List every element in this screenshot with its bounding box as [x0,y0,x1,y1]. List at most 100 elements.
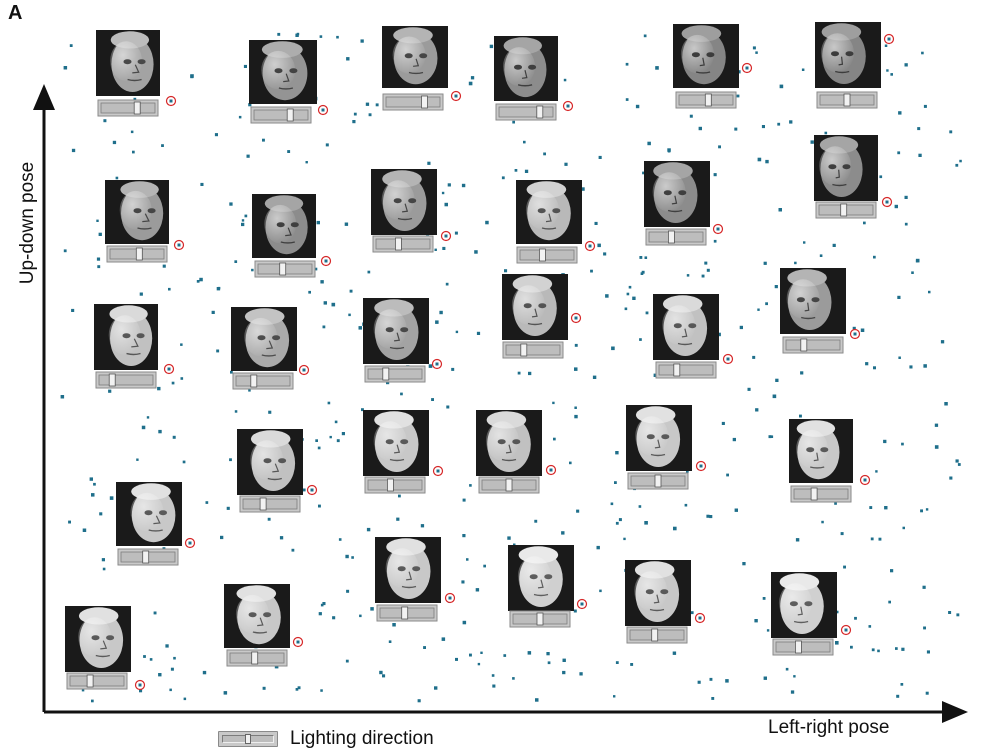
scatter-point [763,676,767,680]
nose-shape [537,579,544,589]
face-thumbnail [363,298,443,383]
nose-shape [142,213,150,223]
scatter-point [902,526,905,530]
scatter-point [229,458,232,462]
scatter-point [625,62,629,66]
scatter-point [904,222,908,226]
slider-thumb [142,550,150,564]
scatter-point [102,567,106,571]
scatter-point [379,670,383,675]
scatter-point [709,515,713,519]
mouth-shape [127,78,142,82]
lighting-slider-icon [478,476,540,494]
scatter-point [302,488,306,492]
mouth-shape [835,70,850,74]
lighting-slider-icon [106,245,168,263]
face-thumbnails-layer [65,22,895,691]
scatter-point [870,537,874,541]
lighting-slider-icon [97,99,159,117]
scatter-point [427,161,431,165]
nose-shape [521,70,528,79]
nose-shape [283,73,290,83]
scatter-point [146,416,150,419]
scatter-point [647,141,651,146]
scatter-point [894,204,898,209]
scatter-point [613,695,616,698]
face-thumbnail [252,194,332,278]
face-thumbnail [237,429,318,513]
scatter-point [349,289,353,293]
scatter-point [900,683,904,686]
scatter-point [574,406,577,409]
scatter-point [316,220,320,225]
face-thumbnail [94,304,175,389]
scatter-point [706,268,710,272]
scatter-point [868,625,872,628]
scatter-point [320,603,324,607]
scatter-point [491,674,495,677]
scatter-point [799,414,802,418]
face-thumbnail [96,30,177,117]
scatter-point [251,268,254,272]
eye-shape [400,327,409,333]
eye-shape [263,612,272,618]
scatter-point [287,150,291,153]
scatter-point [341,432,345,436]
scatter-point [139,292,143,296]
lighting-slider-icon [95,371,157,389]
slider-thumb [286,108,294,122]
face-thumbnail [780,268,861,354]
mouth-shape [533,593,549,597]
scatter-point [592,375,597,379]
scatter-point [777,122,781,126]
mouth-shape [389,458,405,462]
scatter-point [800,371,804,375]
eye-shape [400,439,409,445]
eye-shape [144,510,153,516]
scatter-point [642,171,645,175]
scatter-point [610,502,614,506]
scatter-point [957,463,961,466]
scatter-point [445,282,449,286]
eye-shape [538,303,547,309]
nose-shape [653,594,660,604]
scatter-point [68,520,71,524]
face-thumbnail [644,161,724,246]
scatter-point [552,401,555,405]
eye-shape [159,510,167,516]
slider-thumb [810,487,818,501]
scatter-point [161,144,164,147]
mouth-shape [278,87,294,90]
lighting-slider-icon [382,93,444,111]
eye-shape [123,59,132,65]
slider-thumb [382,367,390,381]
lighting-slider-icon [815,201,877,219]
scatter-point [182,460,186,464]
scatter-point [581,187,585,191]
eye-shape [820,447,829,453]
highlighted-point [588,244,592,248]
face-thumbnail [363,410,444,494]
scatter-point [205,501,209,504]
eye-shape [257,335,266,341]
eye-shape [393,198,402,204]
mouth-shape [397,217,413,221]
mouth-shape [401,585,417,589]
scatter-point [279,536,284,540]
face-thumbnail [224,584,304,667]
face-thumbnail [502,274,582,359]
lighting-slider-icon [516,246,578,264]
scatter-point [442,246,446,250]
scatter-point [158,429,162,434]
scatter-point [701,274,705,278]
scatter-point [244,214,248,218]
scatter-point [884,506,888,510]
scatter-point [795,538,800,542]
lighting-slider-icon [250,106,312,124]
scatter-point [911,271,914,274]
lighting-slider-icon [627,472,689,490]
scatter-point [944,402,948,406]
scatter-point [768,435,772,439]
scatter-point [778,208,782,212]
